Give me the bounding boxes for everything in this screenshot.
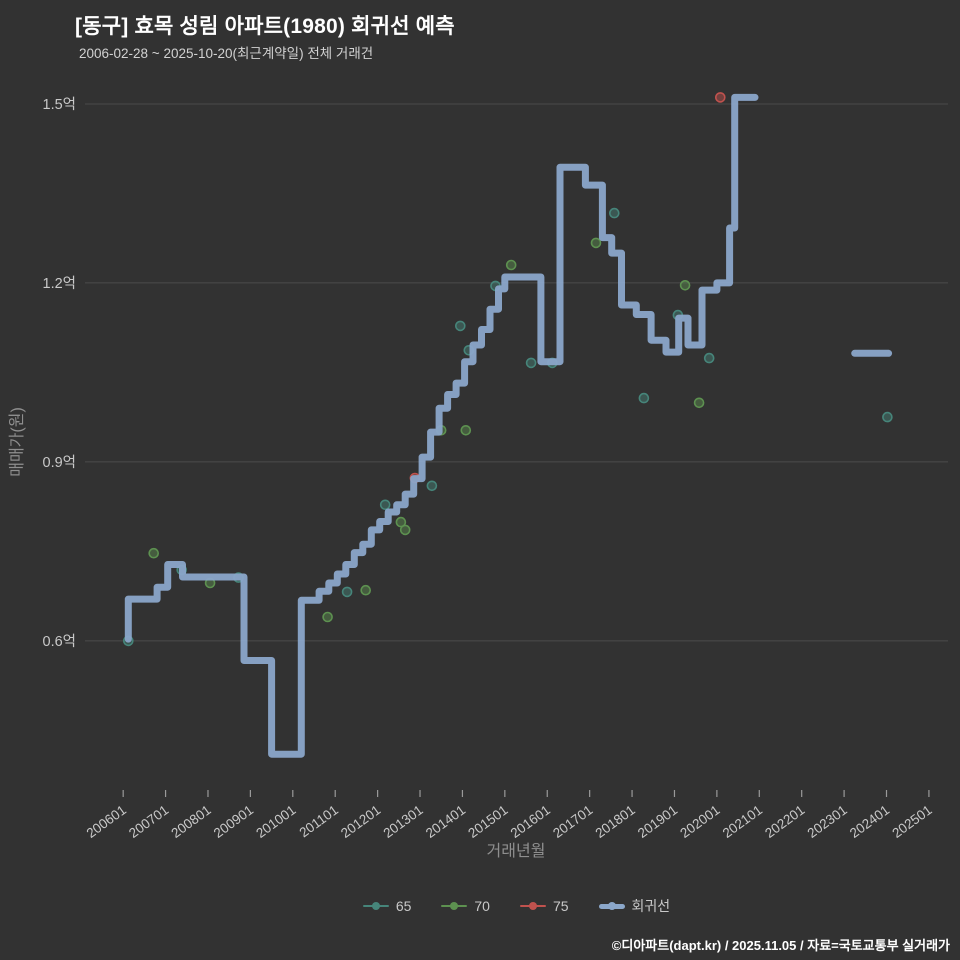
x-tick-label: 200701 [126, 802, 171, 841]
y-axis-title: 매매가(원) [8, 407, 26, 477]
legend-marker-dot-icon [519, 901, 546, 911]
legend-item-75[interactable]: 75 [519, 898, 569, 914]
x-tick-label: 202401 [847, 802, 892, 841]
x-tick-label: 201601 [508, 802, 553, 841]
x-tick-label: 201101 [297, 802, 341, 840]
x-tick-label: 202001 [677, 802, 722, 841]
legend-label: 70 [474, 898, 490, 914]
scatter-point-70[interactable] [322, 611, 333, 623]
x-tick-label: 201801 [593, 802, 638, 841]
y-tick-label: 1.5억 [43, 96, 77, 113]
legend-label: 75 [552, 898, 569, 914]
x-axis-title: 거래년월 [487, 842, 546, 860]
legend-marker-dot-icon [362, 901, 389, 911]
x-tick-label: 201401 [423, 802, 468, 841]
legend-marker-line-icon [598, 901, 625, 911]
legend: 65 70 75 회귀선 [85, 893, 948, 919]
x-tick-label: 202101 [720, 802, 765, 841]
x-tick-label: 200901 [211, 802, 256, 841]
scatter-point-70[interactable] [679, 279, 691, 291]
scatter-point-70[interactable] [505, 259, 517, 271]
scatter-point-65[interactable] [379, 499, 391, 511]
x-tick-label: 201201 [338, 802, 383, 841]
x-tick-label: 202301 [805, 802, 850, 841]
scatter-point-65[interactable] [341, 586, 353, 598]
chart-title: [동구] 효목 성림 아파트(1980) 회귀선 예측 [75, 15, 455, 38]
attribution-footer: ©디아파트(dapt.kr) / 2025.11.05 / 자료=국토교통부 실… [611, 938, 950, 953]
scatter-point-70[interactable] [693, 397, 705, 409]
legend-item-65[interactable]: 65 [362, 898, 412, 914]
scatter-point-70[interactable] [395, 516, 407, 528]
y-tick-label: 0.9억 [43, 454, 77, 471]
data-series [123, 92, 893, 758]
legend-label: 65 [395, 898, 412, 914]
scatter-point-65[interactable] [426, 480, 438, 492]
y-axis-tick-labels: 0.6억 0.9억 1.2억 1.5억 [43, 96, 77, 650]
x-tick-label: 201001 [253, 802, 298, 841]
legend-item-70[interactable]: 70 [441, 898, 490, 914]
x-tick-label: 201701 [550, 802, 595, 841]
x-tick-label: 202501 [889, 802, 934, 841]
scatter-point-70[interactable] [460, 424, 472, 436]
x-tick-label: 200801 [168, 802, 213, 841]
scatter-point-65[interactable] [882, 411, 893, 423]
scatter-point-75[interactable] [714, 92, 726, 103]
scatter-point-65[interactable] [608, 207, 620, 219]
y-tick-label: 0.6억 [43, 633, 77, 650]
scatter-point-70[interactable] [399, 524, 411, 536]
legend-item-회귀선[interactable]: 회귀선 [598, 896, 671, 916]
scatter-point-70[interactable] [590, 237, 602, 249]
x-tick-label: 200601 [84, 802, 129, 841]
legend-label: 회귀선 [631, 898, 671, 914]
legend-marker-dot-icon [441, 901, 468, 911]
y-tick-label: 1.2억 [43, 275, 77, 292]
x-tick-label: 201501 [465, 802, 510, 841]
scatter-point-65[interactable] [454, 320, 466, 332]
scatter-point-65[interactable] [638, 392, 650, 404]
gridlines [85, 103, 948, 642]
scatter-point-70[interactable] [148, 547, 159, 559]
x-axis-tick-labels: 2006012007012008012009012010012011012012… [84, 790, 935, 841]
regression-line[interactable] [124, 93, 893, 758]
x-tick-label: 202201 [762, 802, 807, 841]
scatter-point-70[interactable] [360, 584, 372, 596]
scatter-point-65[interactable] [525, 357, 537, 369]
scatter-point-65[interactable] [703, 352, 715, 364]
chart-subtitle: 2006-02-28 ~ 2025-10-20(최근계약일) 전체 거래건 [79, 46, 374, 61]
x-tick-label: 201901 [635, 802, 680, 841]
x-tick-label: 201301 [381, 802, 426, 841]
